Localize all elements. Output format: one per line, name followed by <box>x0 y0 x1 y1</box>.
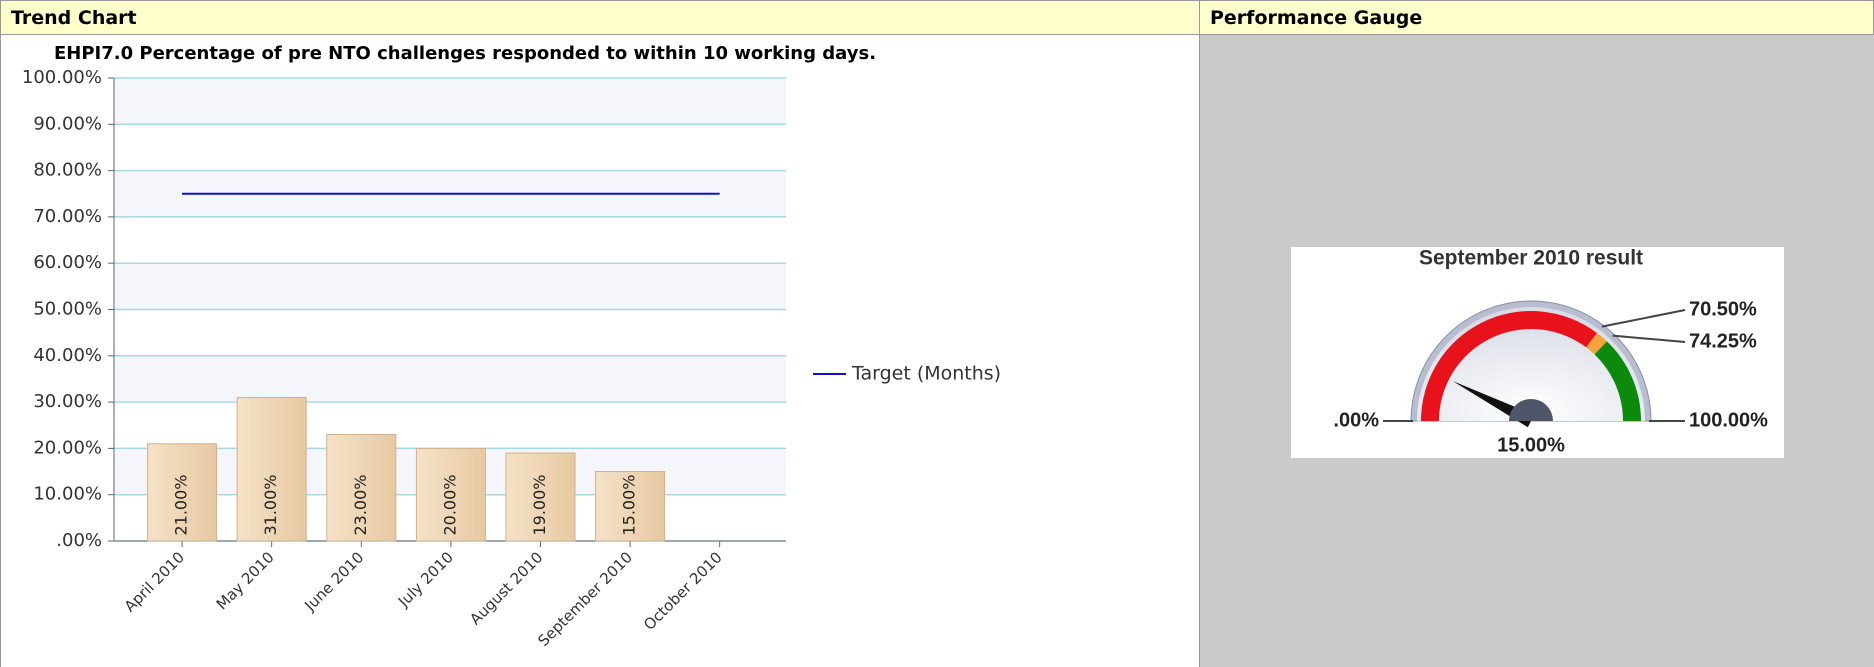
y-tick-label: 60.00% <box>33 252 102 273</box>
y-tick-label: 80.00% <box>33 160 102 181</box>
chart-title: EHPI7.0 Percentage of pre NTO challenges… <box>54 43 876 64</box>
gauge-tick-label: 70.50% <box>1689 298 1757 320</box>
y-tick-label: 20.00% <box>33 437 102 458</box>
x-tick-label: July 2010 <box>394 548 457 611</box>
gauge-tick-label: 74.25% <box>1689 330 1757 352</box>
value-label: 21.00% <box>172 474 191 535</box>
y-tick-label: 10.00% <box>33 484 102 505</box>
value-label: 15.00% <box>620 474 639 535</box>
value-label: 31.00% <box>261 474 280 535</box>
gauge-title: September 2010 result <box>1419 247 1643 270</box>
y-tick-label: 100.00% <box>22 67 102 88</box>
chart: EHPI7.0 Percentage of pre NTO challenges… <box>0 0 1874 667</box>
page: Trend Chart Performance Gauge EHPI7.0 Pe… <box>0 0 1874 667</box>
plot-band <box>114 263 786 309</box>
y-tick-label: 70.00% <box>33 206 102 227</box>
gauge-tick-label: .00% <box>1333 409 1379 431</box>
plot-band <box>114 356 786 402</box>
x-tick-label: May 2010 <box>213 548 278 613</box>
gauge-value-label: 15.00% <box>1497 434 1565 456</box>
x-tick-label: August 2010 <box>466 548 546 628</box>
x-tick-label: April 2010 <box>121 548 188 615</box>
y-tick-label: 40.00% <box>33 345 102 366</box>
x-tick-label: October 2010 <box>640 548 726 634</box>
value-label: 19.00% <box>530 474 549 535</box>
y-tick-label: 30.00% <box>33 391 102 412</box>
y-tick-label: 50.00% <box>33 299 102 320</box>
y-tick-label: .00% <box>56 530 102 551</box>
x-tick-label: June 2010 <box>300 548 367 615</box>
x-tick-label: September 2010 <box>534 548 636 650</box>
y-tick-label: 90.00% <box>33 113 102 134</box>
value-label: 23.00% <box>351 474 370 535</box>
value-label: 20.00% <box>440 474 459 535</box>
legend-label: Target (Months) <box>851 363 1001 385</box>
gauge-tick-label: 100.00% <box>1689 409 1768 431</box>
plot-band <box>114 78 786 124</box>
